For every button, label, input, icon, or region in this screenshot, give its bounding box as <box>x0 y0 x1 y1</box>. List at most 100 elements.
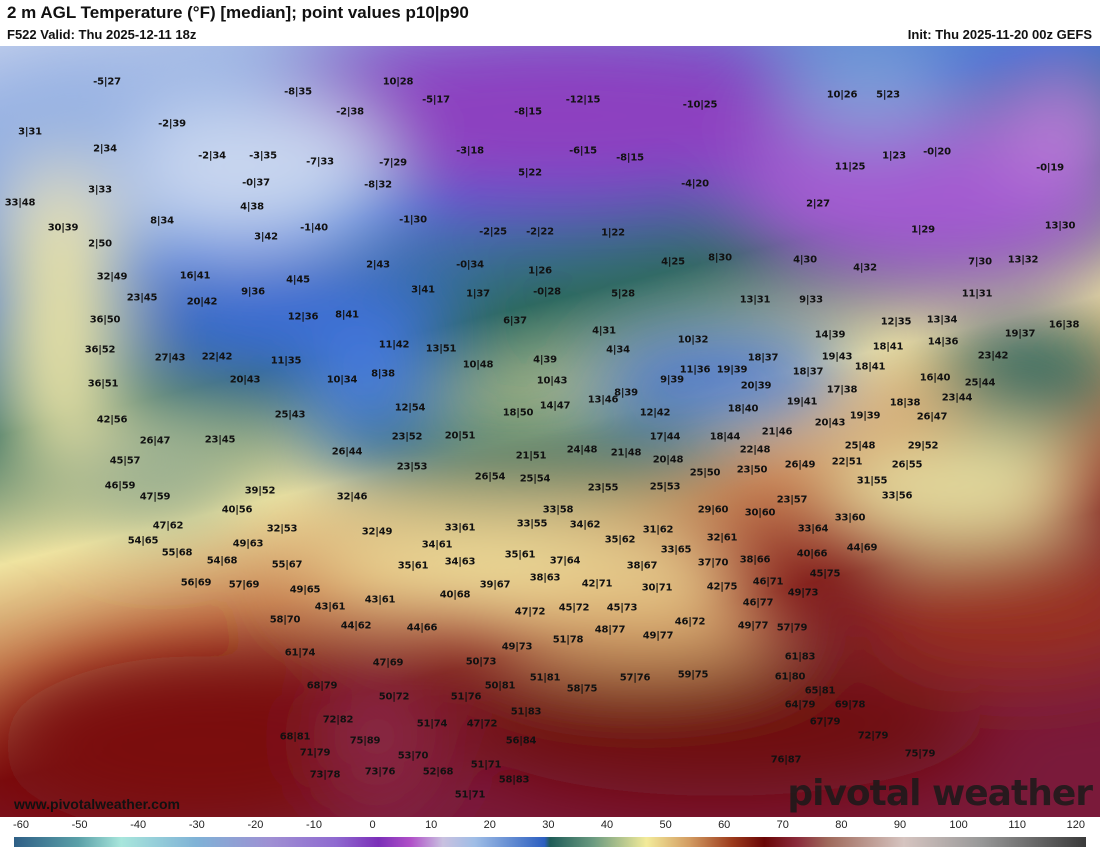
pivotal-weather-logo: pivotal weather <box>787 773 1093 814</box>
init-time: Init: Thu 2025-11-20 00z GEFS <box>907 27 1092 42</box>
point-value: 50|72 <box>378 691 410 703</box>
point-value: 18|38 <box>889 397 921 409</box>
point-value: 57|79 <box>776 622 808 634</box>
point-value: 25|54 <box>519 473 551 485</box>
colorbar-tick-label: 0 <box>369 819 376 831</box>
point-value: 47|59 <box>139 491 171 503</box>
point-value: 26|54 <box>474 471 506 483</box>
colorbar-tick-label: 110 <box>1008 819 1026 831</box>
point-value: 38|66 <box>739 554 771 566</box>
point-value: 5|23 <box>876 89 900 101</box>
point-value: 40|56 <box>221 504 253 516</box>
point-value: 65|81 <box>804 685 836 697</box>
colorbar-tick-label: 50 <box>659 819 672 831</box>
point-value: 64|79 <box>784 699 816 711</box>
point-value: 26|47 <box>139 435 171 447</box>
point-value: 52|68 <box>422 766 454 778</box>
colorbar-tick-label: -30 <box>188 819 205 831</box>
temperature-map[interactable]: -5|27 10|28 -8|35 -5|17 -12|15 -10|25 10|26 5|2… <box>0 46 1100 817</box>
point-value: 12|35 <box>880 316 912 328</box>
point-value: 51|81 <box>529 672 561 684</box>
point-value: 35|61 <box>504 549 536 561</box>
point-value: 32|49 <box>96 271 128 283</box>
point-value: 18|40 <box>727 403 759 415</box>
point-value: 12|36 <box>287 311 319 323</box>
point-value: 2|43 <box>366 259 390 271</box>
point-value: 39|67 <box>479 579 511 591</box>
point-value: 47|69 <box>372 657 404 669</box>
point-value: 42|71 <box>581 578 613 590</box>
point-value: -8|15 <box>514 106 542 118</box>
colorbar-gradient <box>14 837 1086 847</box>
point-value: 73|76 <box>364 766 396 778</box>
colorbar-tick-label: 30 <box>542 819 555 831</box>
point-value: 16|41 <box>179 270 211 282</box>
point-value: 54|68 <box>206 555 238 567</box>
point-value: -3|35 <box>249 150 277 162</box>
point-value: 20|39 <box>740 380 772 392</box>
point-value: 8|34 <box>150 215 174 227</box>
point-value: -12|15 <box>565 94 601 106</box>
site-url[interactable]: www.pivotalweather.com <box>14 796 180 812</box>
point-value: 3|42 <box>254 231 278 243</box>
point-value: 12|42 <box>639 407 671 419</box>
point-value: 33|48 <box>4 197 36 209</box>
point-value: 44|69 <box>846 542 878 554</box>
point-value: -2|25 <box>479 226 507 238</box>
point-value: 75|89 <box>349 735 381 747</box>
point-value: 34|61 <box>421 539 453 551</box>
point-value: -2|38 <box>336 106 364 118</box>
point-value: 58|70 <box>269 614 301 626</box>
point-value: 30|71 <box>641 582 673 594</box>
point-value: 42|56 <box>96 414 128 426</box>
point-value: 16|38 <box>1048 319 1080 331</box>
point-value: 51|76 <box>450 691 482 703</box>
point-value: -4|20 <box>681 178 709 190</box>
point-value: 39|52 <box>244 485 276 497</box>
point-value: 25|53 <box>649 481 681 493</box>
point-value: 76|87 <box>770 754 802 766</box>
point-value: 25|44 <box>964 377 996 389</box>
point-value: 23|53 <box>396 461 428 473</box>
point-value: 22|51 <box>831 456 863 468</box>
point-value: 3|33 <box>88 184 112 196</box>
point-value: 19|43 <box>821 351 853 363</box>
point-value: 22|42 <box>201 351 233 363</box>
point-value: 33|61 <box>444 522 476 534</box>
point-value: 23|50 <box>736 464 768 476</box>
point-value: 57|69 <box>228 579 260 591</box>
point-value: 24|48 <box>566 444 598 456</box>
point-value: 35|61 <box>397 560 429 572</box>
point-value: 13|32 <box>1007 254 1039 266</box>
point-value: 51|71 <box>454 789 486 801</box>
point-value: 33|55 <box>516 518 548 530</box>
header: 2 m AGL Temperature (°F) [median]; point… <box>0 0 1100 46</box>
point-value: 48|77 <box>594 624 626 636</box>
colorbar-tick-label: -50 <box>71 819 88 831</box>
point-value: 26|49 <box>784 459 816 471</box>
point-value: 11|25 <box>834 161 866 173</box>
point-value: 4|30 <box>793 254 817 266</box>
point-value: 36|50 <box>89 314 121 326</box>
point-value: 22|48 <box>739 444 771 456</box>
point-value: 5|28 <box>611 288 635 300</box>
point-value: 32|46 <box>336 491 368 503</box>
point-value: 13|30 <box>1044 220 1076 232</box>
point-value: 13|51 <box>425 343 457 355</box>
colorbar-tick-label: -40 <box>130 819 147 831</box>
point-value: 45|75 <box>809 568 841 580</box>
point-value: -1|30 <box>399 214 427 226</box>
point-value: 1|37 <box>466 288 490 300</box>
point-value: 11|42 <box>378 339 410 351</box>
point-value: -3|18 <box>456 145 484 157</box>
point-value: 57|76 <box>619 672 651 684</box>
point-value: 42|75 <box>706 581 738 593</box>
point-value: 7|30 <box>968 256 992 268</box>
point-value: 27|43 <box>154 352 186 364</box>
point-value: 13|34 <box>926 314 958 326</box>
point-value: 1|26 <box>528 265 552 277</box>
point-value: 14|47 <box>539 400 571 412</box>
point-value: 53|70 <box>397 750 429 762</box>
point-value: 46|77 <box>742 597 774 609</box>
point-value: 25|48 <box>844 440 876 452</box>
